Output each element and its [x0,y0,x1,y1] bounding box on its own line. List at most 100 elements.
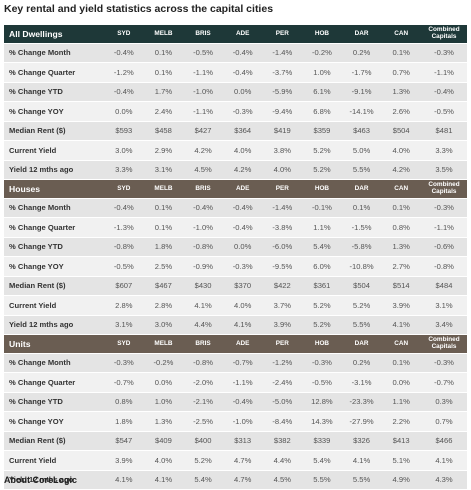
cell: -0.5% [104,256,144,277]
row-label: % Change Quarter [4,62,104,83]
cell: -0.3% [104,353,144,373]
cell: -5.9% [262,82,303,102]
cell: -0.8% [183,353,223,373]
cell: -23.3% [341,392,382,412]
cell: -0.3% [302,353,342,373]
row-label: Current Yield [4,450,104,471]
cell: -0.2% [143,353,184,373]
cell: 2.8% [143,295,184,316]
cell: 3.5% [421,160,467,180]
cell: 1.1% [381,392,421,412]
column-header: HOB [302,334,342,354]
section-title: Houses [4,179,104,199]
cell: 4.4% [262,450,303,471]
cell: -0.9% [183,256,223,277]
cell: 6.1% [302,82,342,102]
data-row: Yield 12 mths ago 3.3% 3.1% 4.5% 4.2% 4.0% 5.2… [4,160,467,180]
cell: 0.0% [104,101,144,122]
data-row: % Change Quarter -0.7% 0.0% -2.0% -1.1% -2.4%… [4,372,467,393]
cell: 6.0% [302,256,342,277]
cell: 3.1% [104,315,144,335]
cell: 3.3% [104,160,144,180]
cell: 5.5% [341,470,382,490]
data-row: % Change Quarter -1.3% 0.1% -1.0% -0.4% -3.8%… [4,217,467,238]
row-label: % Change YTD [4,82,104,102]
cell: $359 [302,121,342,141]
cell: 4.9% [381,470,421,490]
cell: -0.6% [421,237,467,257]
cell: -1.0% [183,82,223,102]
cell: 2.6% [381,101,421,122]
row-label: % Change YOY [4,256,104,277]
cell: 4.7% [222,450,263,471]
cell: 3.4% [421,315,467,335]
data-row: % Change YTD -0.4% 1.7% -1.0% 0.0% -5.9% 6.1% -… [4,82,467,102]
cell: 3.3% [421,140,467,161]
data-row: Current Yield 2.8% 2.8% 4.1% 4.0% 3.7% 5.2% 5.2… [4,295,467,316]
cell: $400 [183,431,223,451]
cell: $413 [381,431,421,451]
cell: -0.4% [104,82,144,102]
column-header: Combined Capitals [421,179,467,199]
column-header: DAR [341,25,382,44]
cell: 4.0% [381,140,421,161]
cell: -9.5% [262,256,303,277]
cell: 2.4% [143,101,184,122]
column-header: Combined Capitals [421,334,467,354]
cell: 3.0% [104,140,144,161]
cell: 4.1% [143,470,184,490]
cell: -0.4% [421,82,467,102]
cell: $504 [341,276,382,296]
column-header: CAN [381,334,421,354]
row-label: % Change YTD [4,237,104,257]
cell: 0.1% [143,62,184,83]
cell: 3.9% [262,315,303,335]
cell: 1.3% [381,237,421,257]
cell: -0.5% [421,101,467,122]
column-header: ADE [222,334,263,354]
row-label: % Change Month [4,43,104,63]
cell: 4.5% [183,160,223,180]
cell: 4.7% [222,470,263,490]
column-header: BRIS [183,25,223,44]
cell: 4.0% [222,295,263,316]
data-row: % Change YOY 0.0% 2.4% -1.1% -0.3% -9.4% 6.8% -… [4,101,467,122]
cell: -0.3% [222,101,263,122]
cell: -0.4% [222,217,263,238]
cell: 0.1% [381,198,421,218]
row-label: Yield 12 mths ago [4,160,104,180]
cell: 2.2% [381,411,421,432]
cell: 1.1% [302,217,342,238]
row-label: % Change Month [4,353,104,373]
cell: $339 [302,431,342,451]
cell: 0.1% [143,43,184,63]
cell: -0.5% [183,43,223,63]
section-title: All Dwellings [4,25,104,44]
column-header: MELB [143,179,184,199]
row-label: % Change Quarter [4,372,104,393]
row-label: % Change YOY [4,411,104,432]
data-row: Current Yield 3.0% 2.9% 4.2% 4.0% 3.8% 5.2% 5.0… [4,140,467,161]
cell: $326 [341,431,382,451]
cell: 0.2% [341,353,382,373]
column-header: SYD [104,334,144,354]
row-label: Median Rent ($) [4,276,104,296]
column-header: PER [262,25,303,44]
cell: -0.3% [421,353,467,373]
data-row: % Change Quarter -1.2% 0.1% -1.1% -0.4% -3.7%… [4,62,467,83]
row-label: % Change YOY [4,101,104,122]
cell: -1.2% [104,62,144,83]
cell: 3.7% [262,295,303,316]
cell: 5.2% [302,315,342,335]
cell: 0.2% [341,43,382,63]
section-title: Units [4,334,104,354]
cell: 6.8% [302,101,342,122]
cell: -0.8% [104,237,144,257]
cell: -1.1% [222,372,263,393]
cell: -0.5% [302,372,342,393]
cell: 3.8% [262,140,303,161]
row-label: Current Yield [4,140,104,161]
cell: -6.0% [262,237,303,257]
cell: $430 [183,276,223,296]
cell: -0.4% [222,62,263,83]
